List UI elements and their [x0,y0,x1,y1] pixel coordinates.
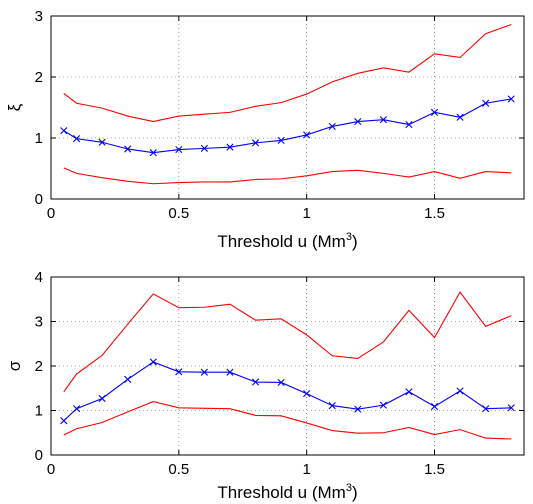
series-line-1 [63,24,512,123]
data-point-marker [226,143,234,151]
series-line-3 [63,401,512,440]
data-point-marker [354,405,362,413]
data-point-marker [482,99,490,107]
y-tick-label: 1 [35,403,43,420]
x-tick-label: 0 [47,205,55,222]
data-point-marker [507,95,515,103]
data-point-marker [277,378,285,387]
data-point-marker [303,390,311,398]
data-point-marker [430,108,439,116]
data-point-marker [354,117,362,126]
data-point-marker [124,375,132,383]
x-axis-label: Threshold u (Mm3) [217,482,357,502]
panel-2: 0 0.5 1 1.5 0 1 2 3 4 Threshold u (Mm3) σ [5,269,525,502]
data-point-marker [60,127,68,135]
x-tick-label: 0.5 [168,205,189,222]
y-tick-label: 0 [35,191,43,208]
y-tick-label: 2 [35,358,43,375]
data-point-marker [98,138,106,146]
data-point-marker [303,131,311,139]
data-point-marker [175,146,183,154]
data-point-marker [98,394,106,403]
data-point-marker [175,368,183,376]
data-point-marker [328,122,336,130]
y-tick-label: 2 [35,69,43,86]
data-point-marker [60,417,68,425]
series-line-2 [63,361,512,422]
x-tick-label: 0 [47,461,55,478]
data-point-marker [328,402,336,410]
data-point-marker [200,368,208,376]
data-point-marker [405,120,413,129]
y-axis-label: ξ [5,103,24,111]
series-line-1 [63,291,512,393]
data-point-marker [226,368,234,376]
y-tick-label: 3 [35,314,43,331]
axes-frame [50,15,525,200]
data-point-marker [379,116,387,124]
data-point-marker [72,135,81,143]
data-point-marker [124,145,132,153]
data-point-marker [251,139,260,147]
data-point-marker [200,144,208,152]
data-point-marker [149,358,157,366]
series-line-2 [63,98,512,154]
data-point-marker [251,378,260,386]
x-axis-label: Threshold u (Mm3) [217,231,357,251]
data-point-marker [149,149,157,157]
data-point-marker [456,387,464,395]
y-tick-label: 0 [35,447,43,464]
panel-1: 0 0.5 1 1.5 0 1 2 3 Threshold u (Mm3) ξ [5,8,525,251]
series-line-3 [63,167,512,185]
x-tick-label: 1 [303,461,311,478]
data-point-marker [456,113,464,121]
data-point-marker [430,402,439,411]
y-tick-label: 3 [35,8,43,25]
data-point-marker [507,404,515,412]
data-point-marker [277,136,285,145]
data-point-marker [379,401,387,409]
data-point-marker [405,388,413,396]
x-tick-label: 1.5 [424,461,445,478]
x-tick-label: 1.5 [424,205,445,222]
y-axis-label: σ [5,360,24,371]
y-tick-label: 1 [35,130,43,147]
x-tick-label: 1 [303,205,311,222]
x-tick-label: 0.5 [168,461,189,478]
y-tick-label: 4 [35,269,43,286]
data-point-marker [482,405,490,413]
data-point-marker [72,405,81,413]
